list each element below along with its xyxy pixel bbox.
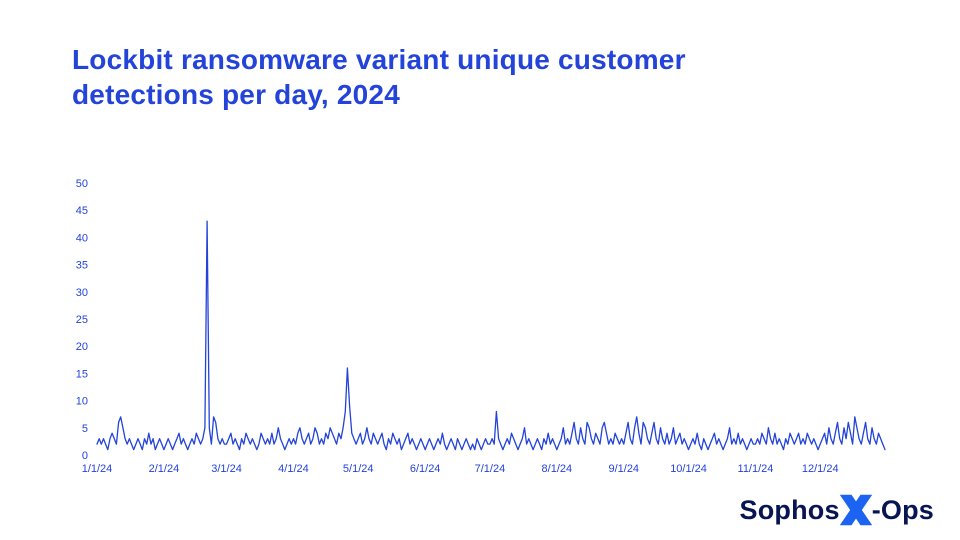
- x-axis-tick-label: 8/1/24: [542, 463, 573, 475]
- y-axis-tick-label: 25: [76, 314, 88, 326]
- y-axis-tick-label: 10: [76, 396, 88, 408]
- chart-title: Lockbit ransomware variant unique custom…: [72, 44, 686, 110]
- sophos-xops-logo: Sophos -Ops: [739, 490, 934, 530]
- y-axis-tick-label: 40: [76, 232, 88, 244]
- y-axis-tick-label: 0: [82, 450, 88, 462]
- x-axis-tick-label: 10/1/24: [670, 463, 707, 475]
- detections-series-line: [96, 220, 886, 451]
- x-axis-tick-label: 12/1/24: [802, 463, 839, 475]
- x-axis-tick-label: 6/1/24: [410, 463, 441, 475]
- x-axis-tick-label: 9/1/24: [608, 463, 639, 475]
- y-axis-tick-label: 50: [76, 178, 88, 190]
- x-axis-tick-label: 2/1/24: [149, 463, 180, 475]
- y-axis-tick-label: 45: [76, 205, 88, 217]
- x-axis-tick-label: 11/1/24: [738, 463, 774, 475]
- y-axis-tick-label: 30: [76, 287, 88, 299]
- logo-suffix-text: -Ops: [871, 494, 934, 525]
- y-axis-tick-label: 5: [82, 423, 88, 435]
- x-axis-tick-label: 5/1/24: [343, 463, 374, 475]
- x-axis-tick-label: 1/1/24: [82, 463, 113, 475]
- y-axis-tick-label: 20: [76, 341, 88, 353]
- y-axis-tick-label: 35: [76, 260, 88, 272]
- line-chart: 0 5 10 15 20 25 30 35 40 45 50 1/1/24 2/1/24 3/1/24 4/…: [76, 178, 886, 475]
- y-axis-tick-label: 15: [76, 368, 88, 380]
- logo-brand-text: Sophos: [739, 494, 840, 525]
- x-ops-x-icon: [838, 494, 874, 526]
- x-axis-tick-label: 4/1/24: [278, 463, 309, 475]
- x-axis-tick-label: 3/1/24: [211, 463, 242, 475]
- x-axis-tick-label: 7/1/24: [475, 463, 506, 475]
